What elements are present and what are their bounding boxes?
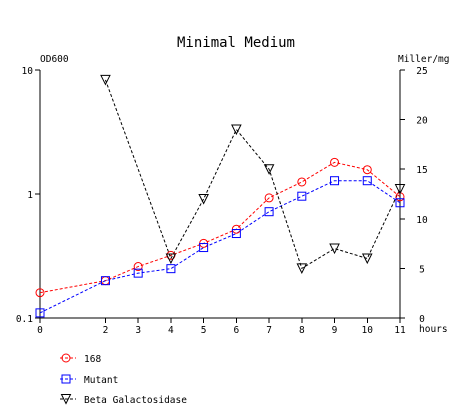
x-tick-label: 2 (103, 325, 109, 336)
data-point-triangle-down (329, 243, 340, 255)
legend-label: Beta Galactosidase (84, 395, 187, 405)
left-axis-label: OD600 (40, 54, 69, 65)
left-y-tick-label: 1 (27, 190, 33, 201)
legend-label: Mutant (84, 375, 118, 386)
right-y-tick-label: 20 (416, 116, 428, 127)
data-point-square (395, 198, 405, 208)
left-y-tick-label: 0.1 (16, 314, 33, 325)
data-point-square (133, 268, 143, 278)
data-point-triangle-down (100, 74, 111, 86)
data-point-circle (35, 288, 45, 298)
right-y-tick-label: 0 (419, 314, 425, 325)
ticks: 0 2 3 4 5 6 7 8 9 10 11 0.1 1 10 0 5 10 15 20 25 (16, 66, 428, 336)
data-point-square (35, 308, 45, 318)
x-tick-label: 11 (394, 325, 406, 336)
series-line-0 (39, 161, 401, 294)
data-point-circle (362, 165, 372, 175)
data-point-triangle-down (165, 253, 177, 265)
data-point-triangle-down (263, 164, 275, 175)
x-tick-label: 0 (37, 325, 43, 336)
data-point-triangle-down (361, 253, 373, 265)
series-lines (39, 79, 401, 314)
data-point-triangle-down (394, 184, 406, 195)
x-tick-label: 9 (332, 325, 338, 336)
right-y-tick-label: 10 (416, 215, 428, 226)
legend-marker-circle (61, 353, 71, 363)
x-axis-label: hours (419, 324, 448, 335)
data-point-circle (133, 262, 143, 272)
series-markers (35, 74, 406, 318)
data-point-square (231, 229, 241, 239)
data-point-square (297, 191, 307, 201)
series-line-2 (104, 79, 401, 270)
chart-title: Minimal Medium (177, 35, 295, 51)
data-point-square (199, 243, 209, 253)
right-y-tick-label: 15 (416, 165, 427, 176)
x-tick-label: 7 (266, 325, 272, 336)
data-point-circle (330, 157, 340, 167)
right-y-tick-label: 25 (416, 66, 427, 77)
x-tick-label: 5 (201, 325, 207, 336)
left-y-tick-label: 10 (22, 66, 34, 77)
right-y-tick-label: 5 (419, 264, 425, 275)
data-point-triangle-down (198, 193, 209, 205)
x-tick-label: 6 (233, 325, 239, 336)
legend-marker-square (61, 374, 71, 384)
data-point-triangle-down (296, 263, 308, 275)
data-point-square (330, 176, 340, 186)
x-tick-label: 10 (362, 325, 374, 336)
x-tick-label: 3 (135, 325, 141, 336)
data-point-triangle-down (231, 124, 242, 136)
legend-label: 168 (84, 354, 101, 365)
data-point-square (100, 276, 110, 286)
data-point-square (362, 176, 372, 186)
legend-marker-triangle-down (60, 394, 72, 405)
data-point-circle (297, 177, 307, 187)
data-point-square (264, 207, 274, 217)
legend: 168 Mutant Beta Galactosidase (60, 353, 187, 405)
data-point-square (166, 264, 176, 274)
series-line-1 (39, 180, 401, 314)
x-tick-label: 8 (299, 325, 305, 336)
data-point-circle (264, 193, 274, 203)
x-tick-label: 4 (168, 325, 174, 336)
right-axis-label: Miller/mg (398, 54, 449, 65)
